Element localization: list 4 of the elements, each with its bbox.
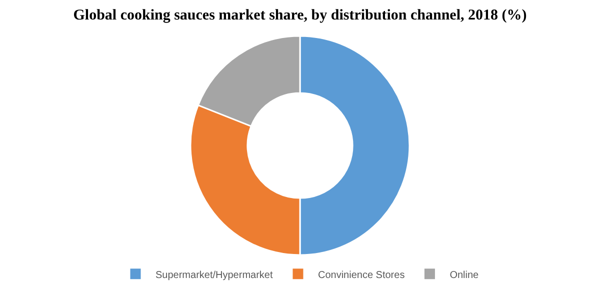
chart-title: Global cooking sauces market share, by distribution channel, 2018 (%) — [73, 8, 527, 24]
legend-label: Convinience Stores — [318, 270, 405, 281]
legend-label: Online — [450, 270, 480, 281]
legend-label: Supermarket/Hypermarket — [156, 270, 273, 281]
